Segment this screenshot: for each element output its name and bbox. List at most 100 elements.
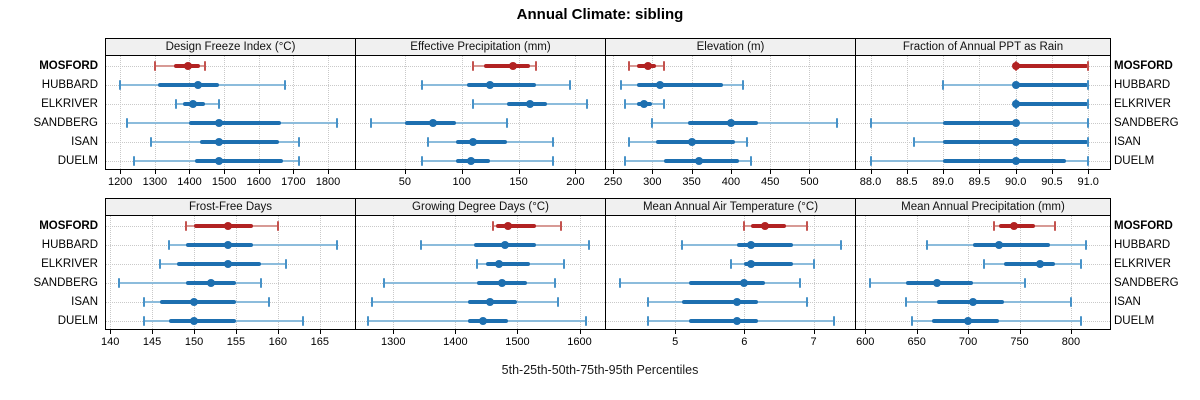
x-axis-tick <box>152 330 154 334</box>
x-axis-tick-label: 145 <box>142 336 162 348</box>
station-label-right: ELKRIVER <box>1114 257 1171 270</box>
station-label-right: MOSFORD <box>1114 59 1173 72</box>
iqr-bar-25th-75th <box>1015 63 1089 68</box>
x-axis-tick <box>770 170 772 174</box>
whisker-cap-95th <box>335 117 338 128</box>
x-gridline <box>906 56 908 169</box>
x-axis-tick-label: 88.5 <box>896 176 918 188</box>
median-dot <box>188 99 197 108</box>
whisker-cap-95th <box>1087 79 1090 90</box>
median-dot <box>214 118 223 127</box>
panel-plot-area <box>105 56 356 170</box>
iqr-bar-25th-75th <box>194 223 253 228</box>
x-gridline <box>916 216 918 329</box>
panel-header: Design Freeze Index (°C) <box>105 38 356 56</box>
x-gridline <box>404 56 406 169</box>
whisker-cap-5th <box>627 60 630 71</box>
median-dot <box>644 61 653 70</box>
median-dot <box>466 156 475 165</box>
station-label-left: DUELM <box>57 154 98 167</box>
x-axis-tick <box>691 170 693 174</box>
station-label-left: ELKRIVER <box>41 257 98 270</box>
station-label-right: MOSFORD <box>1114 219 1173 232</box>
row-gridline <box>606 65 855 67</box>
x-gridline <box>455 216 457 329</box>
x-gridline <box>154 56 156 169</box>
x-axis-tick <box>327 170 329 174</box>
x-axis-tick-label: 150 <box>509 176 528 188</box>
x-axis-tick-label: 1400 <box>443 336 468 348</box>
x-gridline <box>258 56 260 169</box>
x-axis-tick-label: 1600 <box>246 176 271 188</box>
iqr-bar-25th-75th <box>943 158 1067 163</box>
whisker-cap-95th <box>276 220 279 231</box>
x-axis-tick <box>518 170 520 174</box>
whisker-cap-95th <box>204 60 207 71</box>
x-gridline <box>518 56 520 169</box>
x-axis-tick <box>579 330 581 334</box>
row-gridline <box>856 225 1110 227</box>
station-label-right: SANDBERG <box>1114 116 1179 129</box>
x-axis-tick <box>404 170 406 174</box>
whisker-cap-95th <box>297 136 300 147</box>
panel-plot-area <box>605 216 856 330</box>
x-axis-tick <box>575 170 577 174</box>
x-axis-tick <box>613 170 615 174</box>
median-dot <box>501 240 510 249</box>
x-axis-tick <box>968 330 970 334</box>
x-gridline <box>1070 216 1072 329</box>
median-dot <box>223 240 232 249</box>
x-axis-tick <box>517 330 519 334</box>
x-axis-tick-label: 100 <box>452 176 471 188</box>
x-axis-tick-label: 7 <box>810 336 817 348</box>
whisker-5th-95th <box>371 300 558 303</box>
whisker-cap-95th <box>584 315 587 326</box>
whisker-cap-95th <box>805 296 808 307</box>
whisker-cap-95th <box>805 220 808 231</box>
x-axis-tick-label: 50 <box>398 176 411 188</box>
x-axis-tick <box>319 330 321 334</box>
x-axis-tick-label: 750 <box>1010 336 1029 348</box>
x-axis-tick-label: 89.0 <box>932 176 954 188</box>
whisker-cap-95th <box>563 258 566 269</box>
x-axis-tick-label: 600 <box>856 336 875 348</box>
median-dot <box>223 259 232 268</box>
median-dot <box>508 61 517 70</box>
iqr-bar-25th-75th <box>1004 261 1056 266</box>
panel-title: Growing Degree Days (°C) <box>412 201 549 213</box>
x-axis-tick <box>1015 170 1017 174</box>
x-axis-tick-label: 250 <box>603 176 623 188</box>
chart-title: Annual Climate: sibling <box>516 6 684 23</box>
station-label-left: ISAN <box>71 295 98 308</box>
whisker-5th-95th <box>168 243 337 246</box>
whisker-cap-95th <box>1080 258 1083 269</box>
x-axis-tick <box>194 330 196 334</box>
iqr-bar-25th-75th <box>636 82 724 87</box>
station-label-left: MOSFORD <box>39 59 98 72</box>
whisker-cap-5th <box>905 296 908 307</box>
whisker-cap-5th <box>619 79 622 90</box>
x-axis-tick-label: 1200 <box>107 176 133 188</box>
whisker-cap-95th <box>1087 136 1090 147</box>
whisker-cap-5th <box>369 117 372 128</box>
whisker-cap-95th <box>553 277 556 288</box>
whisker-cap-5th <box>174 98 177 109</box>
iqr-bar-25th-75th <box>484 63 530 68</box>
station-label-right: HUBBARD <box>1114 238 1171 251</box>
x-axis-tick-label: 400 <box>721 176 741 188</box>
x-axis-tick <box>865 330 867 334</box>
panel-title: Design Freeze Index (°C) <box>165 41 296 53</box>
x-axis-tick-label: 650 <box>907 336 926 348</box>
median-dot <box>1011 156 1020 165</box>
row-gridline <box>856 65 1110 67</box>
whisker-cap-95th <box>260 277 263 288</box>
station-label-right: HUBBARD <box>1114 78 1171 91</box>
median-dot <box>640 99 649 108</box>
station-label-left: MOSFORD <box>39 219 98 232</box>
station-label-left: HUBBARD <box>41 78 98 91</box>
station-label-left: SANDBERG <box>33 116 98 129</box>
whisker-cap-95th <box>798 277 801 288</box>
x-axis-tick-label: 200 <box>566 176 585 188</box>
median-dot <box>656 80 665 89</box>
whisker-cap-95th <box>568 79 571 90</box>
